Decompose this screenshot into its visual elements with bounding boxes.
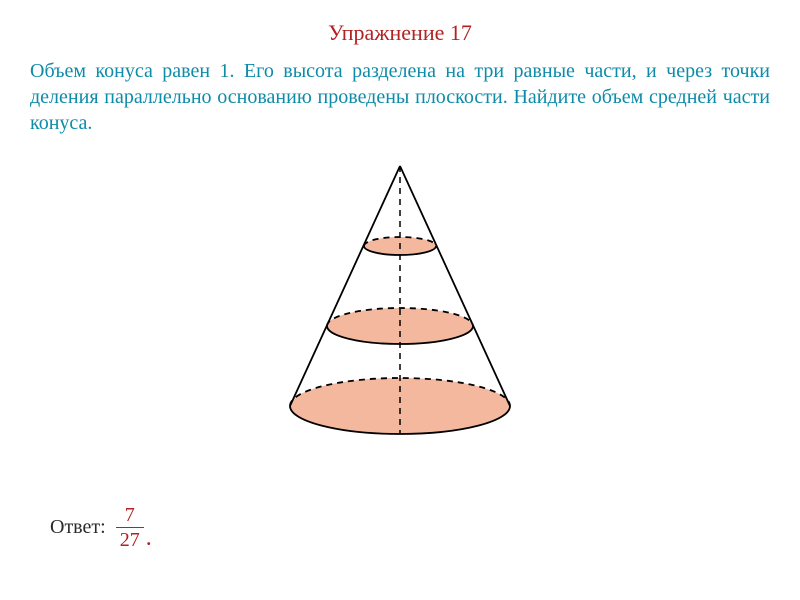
answer-fraction: 7 27 [116, 505, 144, 550]
problem-statement: Объем конуса равен 1. Его высота разделе… [30, 58, 770, 136]
cone-diagram [250, 156, 550, 446]
problem-text: Объем конуса равен 1. Его высота разделе… [30, 60, 770, 134]
title-text: Упражнение 17 [328, 20, 472, 45]
answer-row: Ответ: 7 27 . [50, 505, 152, 550]
answer-denominator: 27 [116, 527, 144, 550]
exercise-title: Упражнение 17 [30, 20, 770, 46]
answer-period: . [146, 526, 152, 550]
cone-diagram-container [30, 156, 770, 446]
answer-label: Ответ: [50, 516, 106, 539]
answer-numerator: 7 [121, 505, 139, 527]
